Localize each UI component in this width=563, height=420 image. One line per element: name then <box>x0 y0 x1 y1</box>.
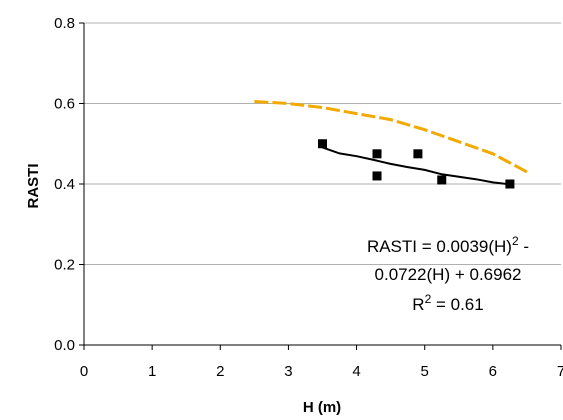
data-point <box>318 139 327 149</box>
equation-line-1-main: RASTI = 0.0039(H) <box>367 237 512 256</box>
equation-line-2: 0.0722(H) + 0.6962 <box>375 265 522 284</box>
r-squared-main: R <box>412 295 424 314</box>
r-squared-value: = 0.61 <box>431 295 483 314</box>
x-axis-title: H (m) <box>303 399 341 416</box>
equation-line-1-sup: 2 <box>512 234 519 248</box>
trendline <box>322 146 511 186</box>
dashed-reference-curve <box>254 100 528 174</box>
series-layer <box>254 100 528 189</box>
axes <box>79 22 562 350</box>
x-tick-label: 0 <box>80 363 88 380</box>
data-point <box>372 171 382 181</box>
equation-line-1-tail: - <box>519 237 529 256</box>
x-tick-label: 7 <box>557 363 563 380</box>
regression-equation: RASTI = 0.0039(H)2 - 0.0722(H) + 0.6962 … <box>367 234 529 314</box>
x-tick-label: 4 <box>352 363 360 380</box>
y-tick-label: 0.8 <box>54 15 75 32</box>
gridlines <box>84 22 561 265</box>
tick-labels: 0.0 0.2 0.4 0.6 0.8 0 1 2 3 4 5 6 7 <box>54 15 563 380</box>
y-tick-label: 0.2 <box>54 257 75 274</box>
r-squared-label: R2 = 0.61 <box>412 292 483 314</box>
x-tick-label: 3 <box>284 363 292 380</box>
x-tick-label: 1 <box>148 363 156 380</box>
y-tick-label: 0.4 <box>54 176 75 193</box>
r-squared-sup: 2 <box>425 292 432 306</box>
y-tick-label: 0.6 <box>54 96 75 113</box>
data-point <box>372 149 382 159</box>
y-tick-label: 0.0 <box>54 337 75 354</box>
x-tick-label: 6 <box>489 363 497 380</box>
x-tick-label: 2 <box>216 363 224 380</box>
y-axis-title: RASTI <box>25 164 42 209</box>
equation-line-1: RASTI = 0.0039(H)2 - <box>367 234 529 256</box>
data-point <box>437 175 447 185</box>
x-tick-label: 5 <box>421 363 429 380</box>
data-point <box>413 149 423 159</box>
